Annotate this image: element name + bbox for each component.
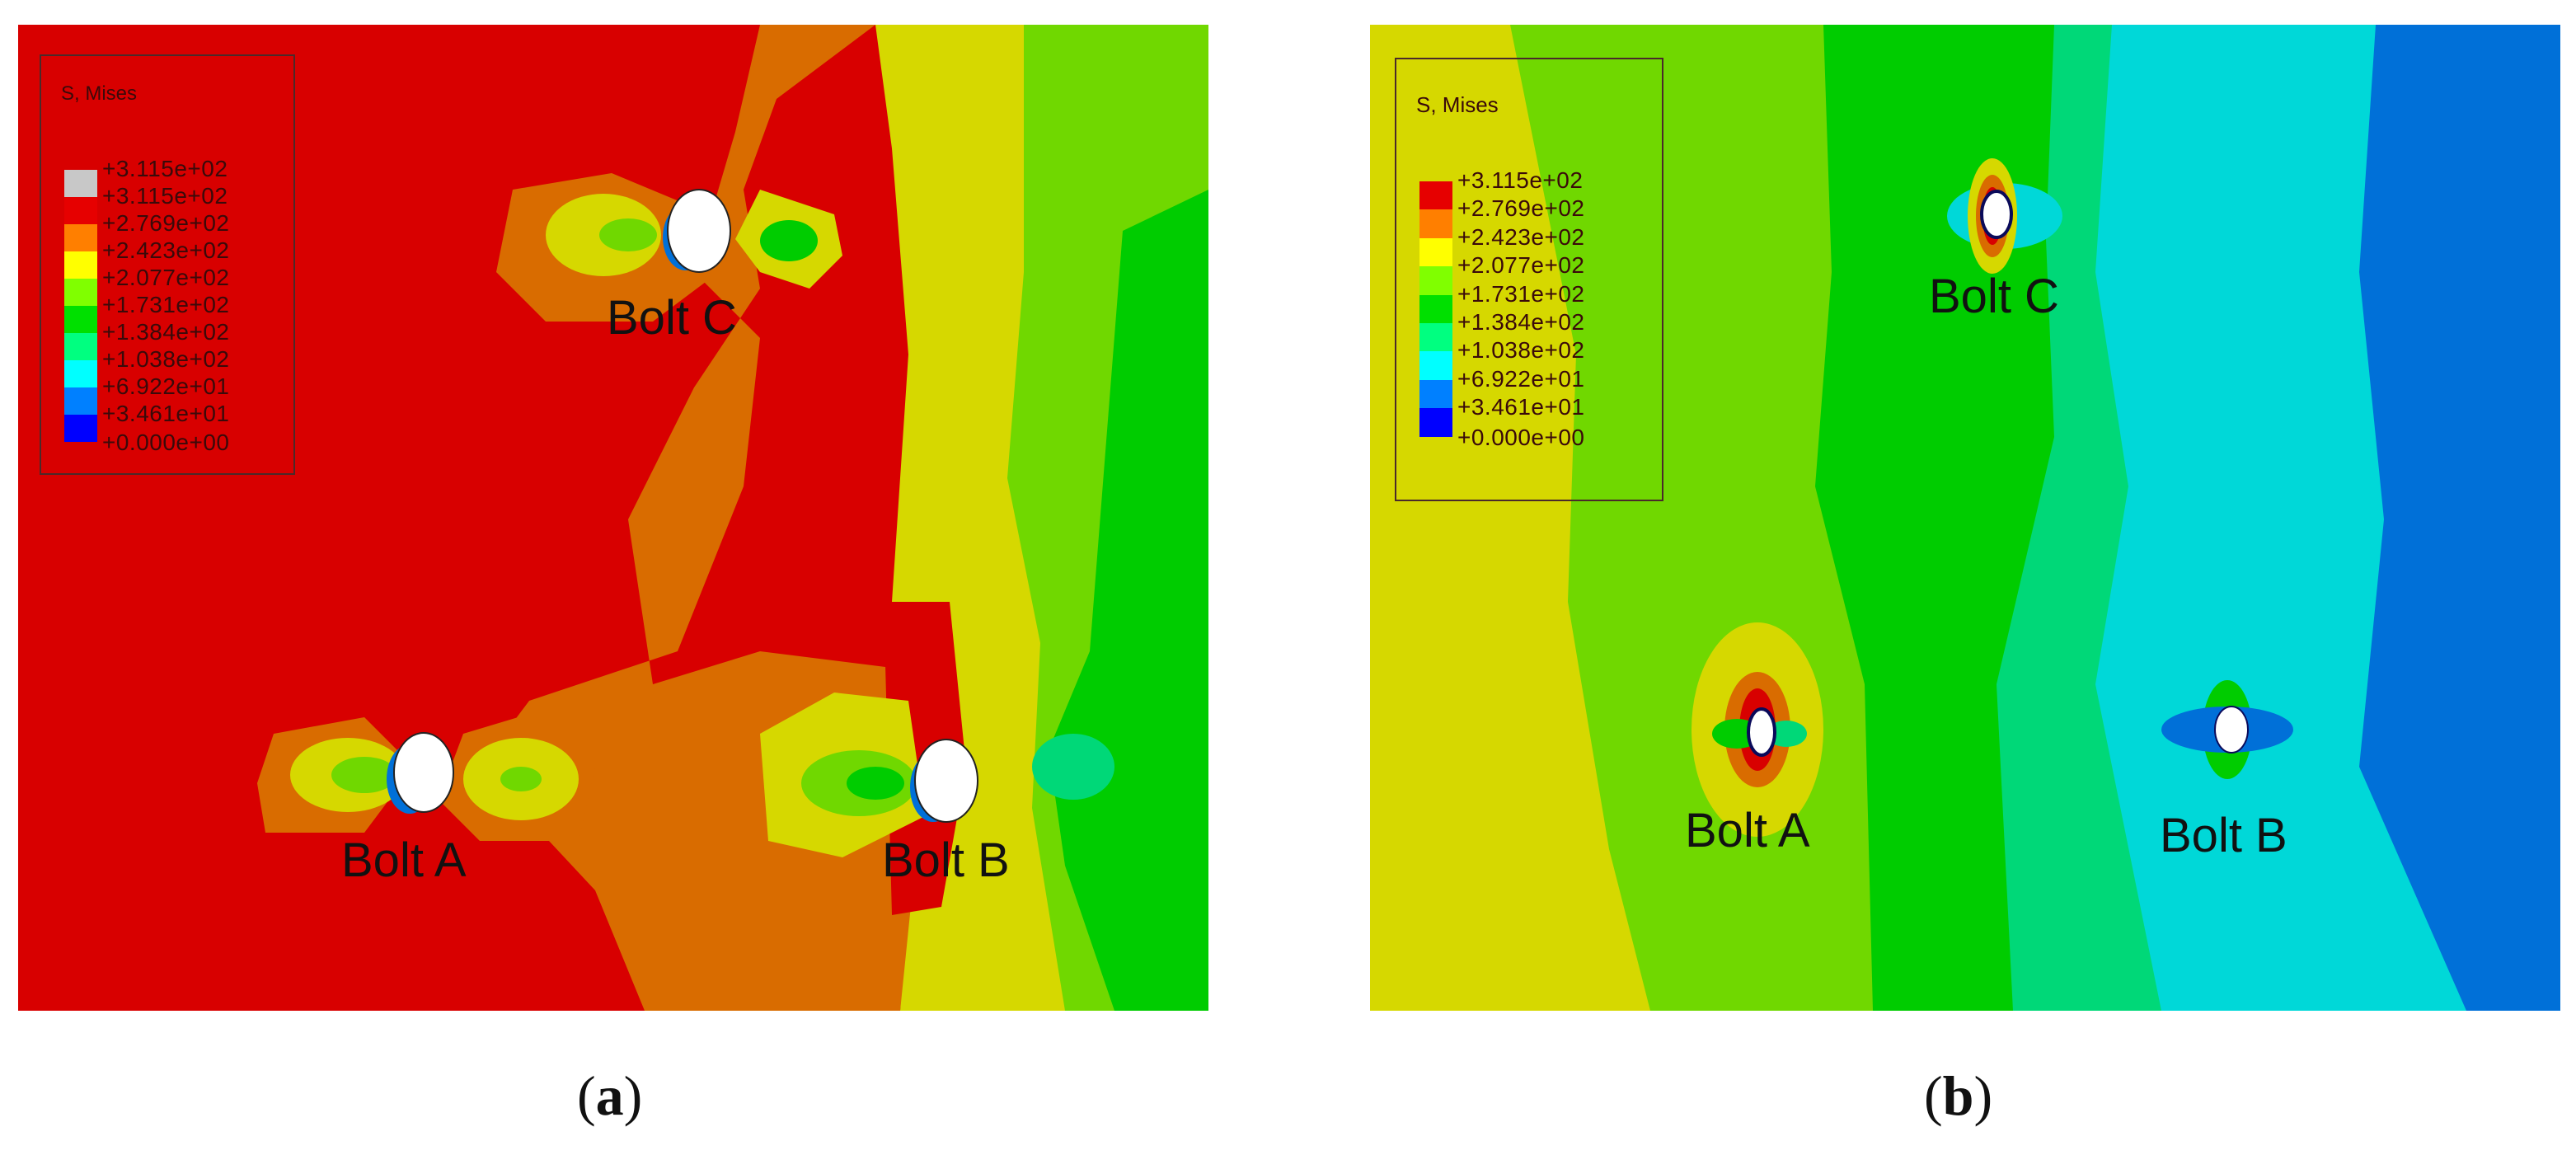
legend-row: +1.731e+02 [1419,281,1584,323]
bolt-c-label: Bolt C [1929,270,2059,323]
legend-row: +1.731e+02 [64,292,229,333]
legend-swatch [1419,209,1452,238]
legend-row: +2.423e+02 [64,237,229,279]
legend-label: +0.000e+00 [102,430,230,455]
legend-label: +3.461e+01 [102,401,230,426]
legend-row: +1.038e+02 [64,346,229,387]
legend-swatch [1419,237,1452,267]
legend-swatch [64,415,97,442]
legend-swatch [64,197,97,224]
legend-label: +2.769e+02 [1457,195,1585,222]
legend-row: +1.038e+02 [1419,337,1584,380]
legend-swatch [1419,266,1452,295]
legend-row: +1.384e+02 [1419,309,1584,352]
legend-label: +6.922e+01 [1457,365,1585,392]
legend-label: +2.423e+02 [102,237,230,263]
legend-swatch [64,333,97,360]
legend-swatch [64,224,97,251]
legend-row: +6.922e+01 [1419,366,1584,409]
legend-row: +2.769e+02 [64,210,229,251]
legend-title: S, Mises [61,82,138,105]
bolt-b-label: Bolt B [882,833,1010,887]
contour-field-b [1370,25,2560,1011]
legend-swatch [64,279,97,306]
bolt-a-label: Bolt A [1685,804,1810,857]
legend-label: +1.038e+02 [1457,337,1585,364]
legend-row: +3.461e+01 +0.000e+00 [64,401,229,455]
legend-swatch [64,306,97,333]
legend-scale-a: +3.115e+02 +3.115e+02 +2.769e+02 +2.423e+02… [64,156,229,455]
legend-row: +3.115e+02 [64,183,228,224]
legend-row: +6.922e+01 [64,373,229,415]
legend-row: +3.115e+02 [64,156,228,197]
legend-row: +2.077e+02 [64,265,229,306]
legend-scale-b: +3.115e+02 +2.769e+02 +2.423e+02 +2.077e+02… [1419,167,1584,450]
legend-label: +3.115e+02 [102,156,228,181]
legend-label: +2.077e+02 [102,265,230,290]
contour-field-a [18,25,1208,1011]
legend-label: +3.115e+02 [1457,167,1584,193]
stress-legend-b: S, Mises +3.115e+02 +2.769e+02 +2.423e+02 +… [1395,58,1663,501]
legend-row: +2.423e+02 [1419,224,1584,267]
stress-contour-panel-a: S, Mises +3.115e+02 +3.115e+02 +2.769e+02 +… [18,25,1208,1011]
legend-label: +2.769e+02 [102,210,230,236]
legend-row: +1.384e+02 [64,319,229,360]
legend-swatch [1419,379,1452,409]
bolt-a-label: Bolt A [341,833,467,887]
legend-swatch [64,360,97,387]
legend-swatch [1419,181,1452,210]
legend-swatch [1419,351,1452,380]
legend-label: +1.731e+02 [1457,280,1585,307]
legend-label: +3.115e+02 [102,183,228,209]
caption-b-letter: b [1942,1064,1974,1127]
legend-swatch [64,387,97,415]
legend-swatch [1419,322,1452,352]
bolt-c-label: Bolt C [607,291,737,345]
caption-b: (b) [1924,1064,1993,1127]
legend-label: +1.384e+02 [102,319,230,345]
legend-swatch [1419,408,1452,437]
bolt-b-label: Bolt B [2160,809,2287,862]
legend-row: +2.769e+02 [1419,195,1584,238]
legend-label: +0.000e+00 [1457,424,1585,450]
legend-swatch [1419,294,1452,323]
legend-label: +2.077e+02 [1457,252,1585,279]
legend-label: +2.423e+02 [1457,223,1585,250]
legend-row: +3.115e+02 [1419,167,1583,210]
legend-swatch [64,170,97,197]
caption-a-letter: a [595,1064,624,1127]
legend-label: +1.038e+02 [102,346,230,372]
stress-legend-a: S, Mises +3.115e+02 +3.115e+02 +2.769e+02 +… [40,54,295,475]
legend-row: +3.461e+01 +0.000e+00 [1419,394,1584,450]
caption-a: (a) [577,1064,643,1127]
legend-label: +6.922e+01 [102,373,230,399]
legend-label: +3.461e+01 [1457,394,1585,420]
legend-row: +2.077e+02 [1419,252,1584,295]
legend-swatch [64,251,97,279]
legend-label: +1.731e+02 [102,292,230,317]
legend-label: +1.384e+02 [1457,308,1585,335]
legend-title: S, Mises [1416,92,1499,117]
stress-contour-panel-b: S, Mises +3.115e+02 +2.769e+02 +2.423e+02 +… [1370,25,2560,1011]
